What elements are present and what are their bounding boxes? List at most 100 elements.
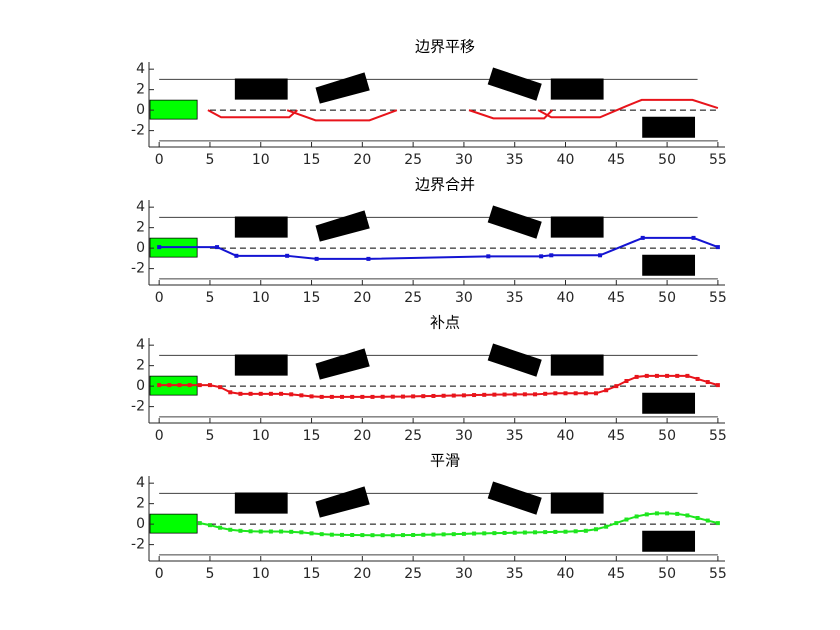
x-tick-label: 15: [303, 566, 321, 582]
path-point: [593, 527, 598, 532]
path-point: [289, 529, 294, 534]
path-point: [705, 518, 710, 523]
path-point: [604, 524, 609, 529]
path-point: [614, 384, 619, 389]
path-point: [543, 530, 548, 535]
x-tick-label: 20: [353, 566, 371, 582]
y-tick-label: 0: [136, 240, 145, 256]
y-tick-label: 0: [136, 378, 145, 394]
path-point: [380, 533, 385, 538]
path-point: [715, 245, 720, 250]
x-tick-label: 0: [155, 428, 164, 444]
path-point: [390, 533, 395, 538]
path-point: [157, 245, 162, 250]
path-point: [691, 235, 696, 240]
path-point: [472, 393, 477, 398]
path-point: [675, 373, 680, 378]
path-point: [299, 393, 304, 398]
path-point: [502, 392, 507, 397]
path-point: [685, 373, 690, 378]
y-tick-label: 2: [136, 358, 145, 374]
path-point: [258, 529, 263, 534]
path-point: [472, 531, 477, 536]
path-point: [461, 531, 466, 536]
path-point: [583, 391, 588, 396]
path-point: [634, 514, 639, 519]
y-tick-label: 4: [136, 61, 145, 77]
x-tick-label: 40: [557, 566, 575, 582]
path-point: [350, 532, 355, 537]
x-tick-label: 50: [658, 290, 676, 306]
path-line: [207, 109, 298, 119]
path-point: [522, 392, 527, 397]
path-line: [537, 98, 719, 119]
y-tick-label: 0: [136, 102, 145, 118]
x-tick-label: 0: [155, 290, 164, 306]
path-point: [268, 529, 273, 534]
x-tick-label: 30: [455, 566, 473, 582]
path-point: [309, 531, 314, 536]
path-point: [695, 515, 700, 520]
path-point: [441, 532, 446, 537]
x-tick-label: 20: [353, 428, 371, 444]
path-point: [187, 383, 192, 388]
path-point: [380, 394, 385, 399]
path-point: [715, 383, 720, 388]
y-tick-label: 4: [136, 199, 145, 215]
path-point: [553, 529, 558, 534]
path-point: [563, 391, 568, 396]
x-tick-label: 15: [303, 290, 321, 306]
obstacle: [234, 216, 288, 238]
path-point: [329, 532, 334, 537]
obstacle: [487, 481, 542, 515]
x-tick-label: 40: [557, 290, 575, 306]
path-point: [451, 393, 456, 398]
x-tick-label: 40: [557, 428, 575, 444]
path-point: [604, 388, 609, 393]
x-tick-label: 10: [252, 290, 270, 306]
path-point: [390, 394, 395, 399]
path-point: [314, 256, 319, 261]
path-point: [624, 379, 629, 384]
path-point: [340, 532, 345, 537]
path-point: [234, 253, 239, 258]
path-point: [319, 532, 324, 537]
x-tick-label: 45: [607, 290, 625, 306]
path-point: [370, 533, 375, 538]
path-point: [482, 531, 487, 536]
x-tick-label: 45: [607, 152, 625, 168]
path-point: [400, 533, 405, 538]
y-tick-label: 4: [136, 337, 145, 353]
x-tick-label: 0: [155, 566, 164, 582]
path-point: [492, 531, 497, 536]
x-tick-label: 20: [353, 290, 371, 306]
x-tick-label: 35: [506, 152, 524, 168]
path-point: [644, 373, 649, 378]
path-point: [634, 374, 639, 379]
y-tick-label: 2: [136, 496, 145, 512]
path-point: [215, 245, 220, 250]
obstacle: [642, 116, 696, 138]
x-tick-label: 45: [607, 566, 625, 582]
path-point: [258, 391, 263, 396]
path-point: [486, 254, 491, 259]
path-point: [640, 235, 645, 240]
y-tick-label: 2: [136, 82, 145, 98]
path-point: [573, 529, 578, 534]
obstacle: [234, 354, 288, 376]
path-point: [218, 385, 223, 390]
path-point: [563, 529, 568, 534]
path-point: [431, 393, 436, 398]
x-tick-label: 40: [557, 152, 575, 168]
path-point: [279, 529, 284, 534]
y-tick-label: -2: [131, 537, 145, 553]
vehicle: [149, 99, 198, 120]
path-point: [502, 530, 507, 535]
obstacle: [642, 254, 696, 276]
x-tick-label: 50: [658, 566, 676, 582]
obstacle: [315, 348, 370, 380]
path-point: [512, 530, 517, 535]
path-point: [238, 391, 243, 396]
